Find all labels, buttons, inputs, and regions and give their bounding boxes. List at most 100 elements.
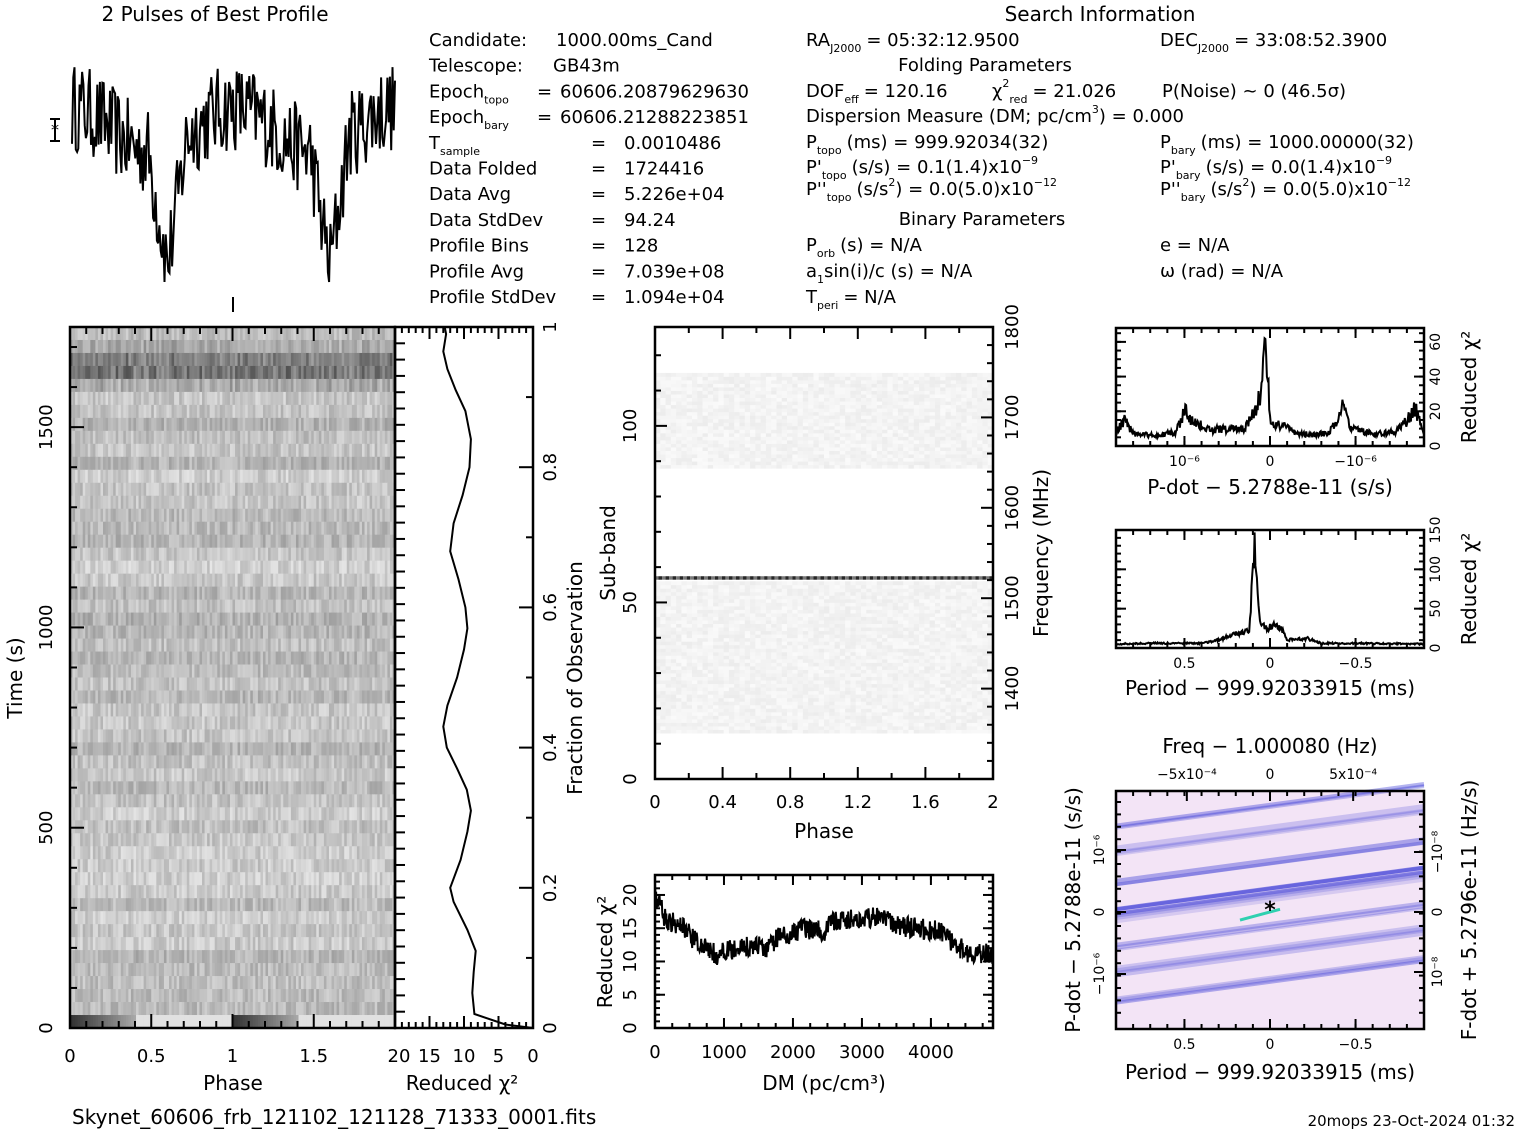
heatmap-cell [273, 404, 277, 419]
heatmap-cell [301, 755, 304, 769]
heatmap-cell [242, 729, 246, 743]
heatmap-cell [262, 612, 266, 626]
heatmap-cell [92, 716, 96, 730]
heatmap-cell [92, 495, 96, 510]
heatmap-cell [321, 560, 325, 575]
heatmap-cell [306, 807, 310, 821]
heatmap-cell [72, 508, 76, 523]
heatmap-cell [158, 404, 162, 419]
heatmap-cell [174, 664, 178, 678]
heatmap-cell [202, 677, 205, 691]
heatmap-cell [318, 534, 322, 549]
heatmap-cell [204, 456, 208, 471]
heatmap-cell [85, 469, 89, 484]
heatmap-cell [161, 807, 165, 821]
heatmap-cell [255, 391, 259, 406]
heatmap-cell [227, 729, 231, 743]
heatmap-cell [212, 586, 216, 601]
heatmap-cell [351, 742, 355, 756]
heatmap-cell [181, 625, 185, 639]
heatmap-cell [301, 482, 304, 497]
heatmap-cell [260, 638, 264, 652]
heatmap-cell [207, 755, 211, 769]
heatmap-cell [293, 599, 297, 613]
heatmap-cell [377, 781, 381, 795]
heatmap-cell [110, 508, 114, 523]
heatmap-cell [219, 482, 223, 497]
heatmap-cell [250, 703, 254, 717]
heatmap-cell [247, 729, 251, 743]
heatmap-cell [166, 365, 170, 380]
heatmap-cell [196, 599, 200, 613]
heatmap-cell [354, 651, 358, 665]
heatmap-cell [387, 508, 391, 523]
heatmap-cell [130, 508, 134, 523]
heatmap-cell [229, 742, 233, 756]
heatmap-cell [275, 469, 279, 484]
heatmap-cell [75, 703, 79, 717]
heatmap-cell [232, 729, 236, 743]
heatmap-cell [387, 443, 391, 458]
heatmap-cell [303, 690, 307, 704]
heatmap-cell [130, 755, 134, 769]
heatmap-cell [189, 534, 193, 549]
heatmap-cell [115, 547, 119, 562]
heatmap-cell [339, 716, 343, 730]
heatmap-cell [364, 807, 368, 821]
heatmap-cell [158, 547, 162, 562]
heatmap-cell [240, 703, 244, 717]
heatmap-cell [334, 586, 337, 601]
heatmap-cell [265, 560, 269, 575]
heatmap-cell [70, 677, 73, 691]
heatmap-cell [179, 807, 183, 821]
heatmap-cell [212, 521, 216, 536]
heatmap-cell [313, 599, 317, 613]
omega-field: ω (rad) = N/A [1160, 261, 1284, 282]
heatmap-cell [308, 677, 312, 691]
heatmap-cell [283, 625, 287, 639]
heatmap-cell [303, 378, 307, 393]
heatmap-cell [199, 404, 203, 419]
heatmap-cell [80, 443, 84, 458]
heatmap-cell [153, 508, 157, 523]
heatmap-cell [242, 690, 246, 704]
heatmap-cell [377, 456, 381, 471]
heatmap-cell [125, 638, 129, 652]
heatmap-cell [316, 716, 320, 730]
heatmap-cell [82, 781, 86, 795]
heatmap-cell [328, 729, 332, 743]
heatmap-cell [361, 586, 365, 601]
heatmap-cell [100, 768, 104, 782]
heatmap-cell [72, 625, 76, 639]
heatmap-cell [232, 417, 236, 432]
heatmap-cell [158, 573, 162, 588]
heatmap-cell [77, 651, 81, 665]
heatmap-cell [374, 586, 378, 601]
heatmap-cell [108, 469, 112, 484]
heatmap-cell [308, 508, 312, 523]
heatmap-cell [138, 534, 142, 549]
heatmap-cell [146, 703, 150, 717]
heatmap-cell [186, 417, 190, 432]
heatmap-cell [194, 807, 198, 821]
heatmap-cell [387, 755, 391, 769]
heatmap-cell [346, 365, 350, 380]
heatmap-cell [97, 794, 101, 808]
heatmap-cell [186, 768, 190, 782]
heatmap-cell [369, 469, 373, 484]
heatmap-cell [143, 755, 147, 769]
heatmap-cell [95, 482, 99, 497]
heatmap-cell [359, 755, 363, 769]
heatmap-cell [311, 378, 315, 393]
heatmap-cell [293, 469, 297, 484]
heatmap-cell [369, 495, 373, 510]
heatmap-cell [85, 508, 89, 523]
heatmap-cell [351, 651, 355, 665]
heatmap-cell [209, 404, 213, 419]
heatmap-cell [273, 794, 277, 808]
heatmap-cell [207, 703, 211, 717]
heatmap-cell [202, 391, 205, 406]
heatmap-cell [334, 352, 337, 367]
heatmap-cell [356, 716, 360, 730]
heatmap-cell [161, 677, 165, 691]
